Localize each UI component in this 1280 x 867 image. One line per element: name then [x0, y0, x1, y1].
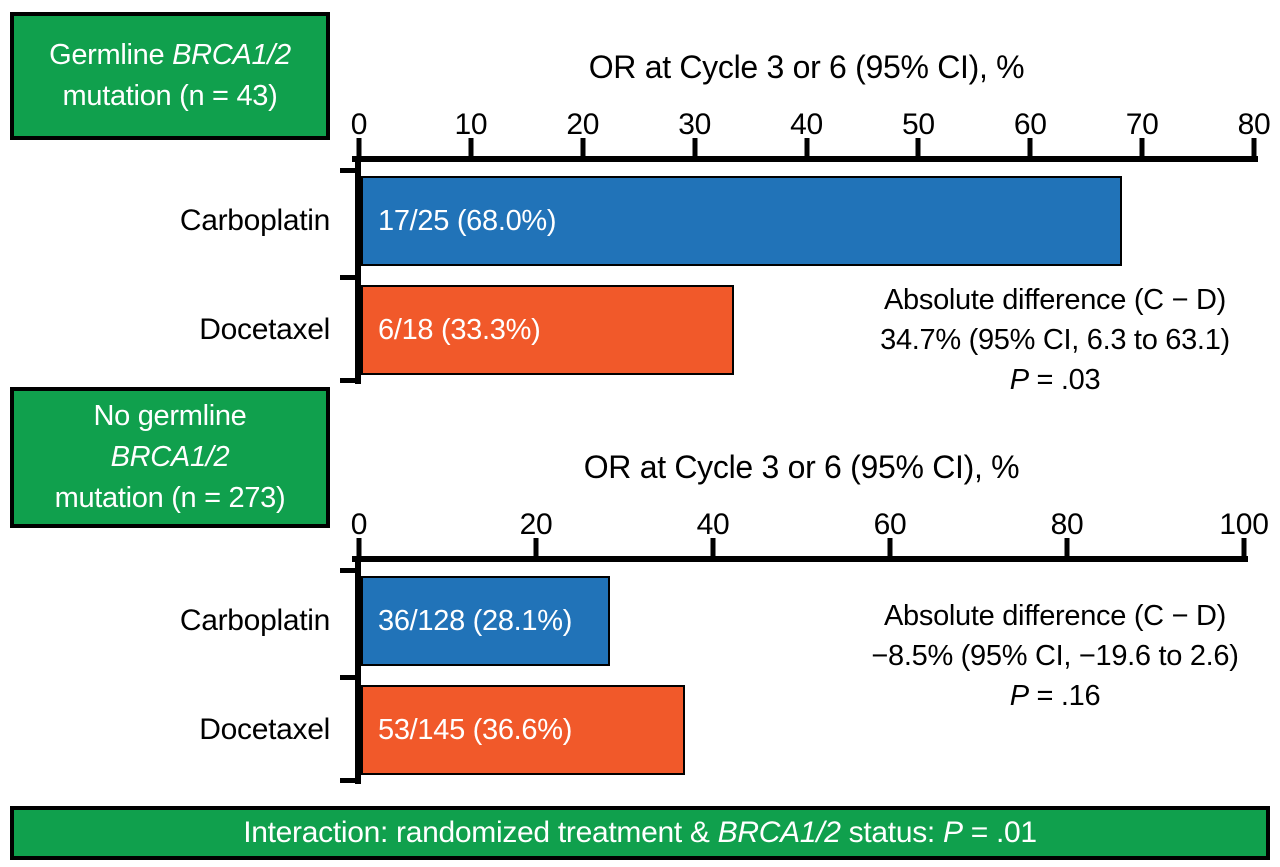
bar-row-docetaxel: Docetaxel 53/145 (36.6%) — [0, 685, 1280, 775]
group-label-line: No germline — [93, 400, 247, 432]
x-tick-mark — [1241, 538, 1247, 558]
x-tick-mark — [692, 138, 698, 158]
bar-docetaxel: 53/145 (36.6%) — [361, 685, 685, 775]
annotation-absolute-difference: Absolute difference (C − D) −8.5% (95% C… — [840, 596, 1270, 716]
bar-value-label: 6/18 (33.3%) — [378, 313, 541, 346]
x-tick-label-60: 60 — [873, 508, 907, 541]
category-label-carboplatin: Carboplatin — [179, 204, 330, 237]
x-axis-tick-marks — [356, 538, 1247, 558]
x-axis-tick-labels: 0 10 20 30 40 50 60 70 80 — [351, 106, 1271, 144]
annotation-line: Absolute difference (C − D) — [884, 284, 1226, 316]
interaction-banner: Interaction: randomized treatment & BRCA… — [10, 806, 1270, 860]
bar-track: 53/145 (36.6%) — [361, 685, 1246, 775]
x-axis-title: OR at Cycle 3 or 6 (95% CI), % — [588, 49, 1025, 85]
y-axis-line — [355, 156, 361, 384]
bar-docetaxel: 6/18 (33.3%) — [361, 285, 734, 375]
bar-track: 36/128 (28.1%) — [361, 576, 1246, 666]
x-tick-label-80: 80 — [1237, 108, 1271, 141]
x-tick-mark — [915, 138, 921, 158]
x-tick-mark — [1251, 138, 1257, 158]
annotation-p-value: P = .16 — [840, 676, 1270, 716]
x-tick-mark — [356, 138, 362, 158]
x-tick-label-20: 20 — [566, 108, 600, 141]
x-tick-label-60: 60 — [1013, 108, 1047, 141]
y-axis-tick — [340, 568, 356, 573]
y-axis-line — [355, 556, 361, 784]
annotation-line: Absolute difference (C − D) — [884, 600, 1226, 632]
x-tick-mark — [710, 538, 716, 558]
x-axis-tick-marks — [356, 138, 1257, 158]
bar-track: 6/18 (33.3%) — [361, 285, 1256, 375]
x-tick-label-80: 80 — [1050, 508, 1084, 541]
group-label-line: BRCA1/2 — [111, 437, 230, 478]
x-tick-mark — [468, 138, 474, 158]
category-label-docetaxel: Docetaxel — [199, 313, 330, 346]
banner-text: status: — [840, 816, 943, 849]
group-label-line: Germline BRCA1/2 — [49, 35, 291, 76]
annotation-line: −8.5% (95% CI, −19.6 to 2.6) — [871, 640, 1239, 672]
group-label-line: mutation (n = 273) — [54, 482, 286, 514]
group-label-text: Germline — [49, 39, 173, 71]
bar-row-carboplatin: Carboplatin 36/128 (28.1%) — [0, 576, 1280, 666]
x-axis-tick-labels: 0 20 40 60 80 100 — [351, 506, 1269, 544]
x-tick-mark — [887, 538, 893, 558]
x-axis-line — [352, 156, 1258, 162]
p-italic: P — [1009, 364, 1029, 396]
x-tick-label-0: 0 — [350, 108, 368, 141]
x-tick-label-30: 30 — [678, 108, 712, 141]
x-tick-label-50: 50 — [901, 108, 935, 141]
x-axis-line — [352, 556, 1248, 562]
bar-value-label: 17/25 (68.0%) — [378, 204, 557, 237]
x-tick-label-100: 100 — [1219, 508, 1269, 541]
bar-value-label: 53/145 (36.6%) — [378, 713, 573, 746]
x-tick-mark — [1139, 138, 1145, 158]
x-tick-label-20: 20 — [519, 508, 553, 541]
x-tick-mark — [580, 138, 586, 158]
bar-value-label: 36/128 (28.1%) — [378, 604, 573, 637]
bar-carboplatin: 17/25 (68.0%) — [361, 176, 1122, 266]
p-value-text: = .03 — [1028, 364, 1101, 396]
category-label-docetaxel: Docetaxel — [199, 713, 330, 746]
annotation-absolute-difference: Absolute difference (C − D) 34.7% (95% C… — [840, 280, 1270, 400]
category-label-carboplatin: Carboplatin — [179, 604, 330, 637]
x-tick-label-40: 40 — [696, 508, 730, 541]
chart-germline-brca: OR at Cycle 3 or 6 (95% CI), % 0 10 20 30 40… — [0, 40, 1280, 440]
x-tick-mark — [804, 138, 809, 158]
y-axis-tick — [340, 378, 356, 383]
group-label-box-germline: Germline BRCA1/2 mutation (n = 43) — [10, 12, 330, 140]
x-tick-label-0: 0 — [350, 508, 368, 541]
annotation-p-value: P = .03 — [840, 360, 1270, 400]
y-axis-tick — [340, 168, 356, 173]
x-tick-label-70: 70 — [1125, 108, 1159, 141]
banner-text: Interaction: randomized treatment & — [243, 816, 718, 849]
bar-track: 17/25 (68.0%) — [361, 176, 1256, 266]
x-tick-label-10: 10 — [454, 108, 488, 141]
bar-row-carboplatin: Carboplatin 17/25 (68.0%) — [0, 176, 1280, 266]
gene-name-italic: BRCA1/2 — [717, 816, 841, 849]
p-italic: P — [1009, 680, 1029, 712]
y-axis-tick — [340, 275, 356, 280]
gene-name-italic: BRCA1/2 — [110, 441, 230, 473]
gene-name-italic: BRCA1/2 — [172, 39, 291, 71]
y-axis-tick — [340, 675, 356, 680]
group-label-line: mutation (n = 43) — [62, 80, 278, 112]
x-tick-mark — [533, 538, 539, 558]
x-tick-mark — [1064, 538, 1070, 558]
banner-text: = .01 — [962, 816, 1037, 849]
x-axis-title: OR at Cycle 3 or 6 (95% CI), % — [583, 449, 1020, 485]
bar-carboplatin: 36/128 (28.1%) — [361, 576, 610, 666]
p-italic: P — [942, 816, 963, 849]
x-tick-mark — [356, 538, 362, 558]
x-tick-mark — [1027, 138, 1033, 158]
annotation-line: 34.7% (95% CI, 6.3 to 63.1) — [880, 324, 1230, 356]
bar-row-docetaxel: Docetaxel 6/18 (33.3%) — [0, 285, 1280, 375]
x-tick-label-40: 40 — [790, 108, 823, 141]
chart-no-germline-brca: OR at Cycle 3 or 6 (95% CI), % 0 20 40 60 80… — [0, 440, 1280, 840]
y-axis-tick — [340, 778, 356, 783]
p-value-text: = .16 — [1028, 680, 1101, 712]
group-label-box-no-germline: No germline BRCA1/2 mutation (n = 273) — [10, 387, 330, 528]
